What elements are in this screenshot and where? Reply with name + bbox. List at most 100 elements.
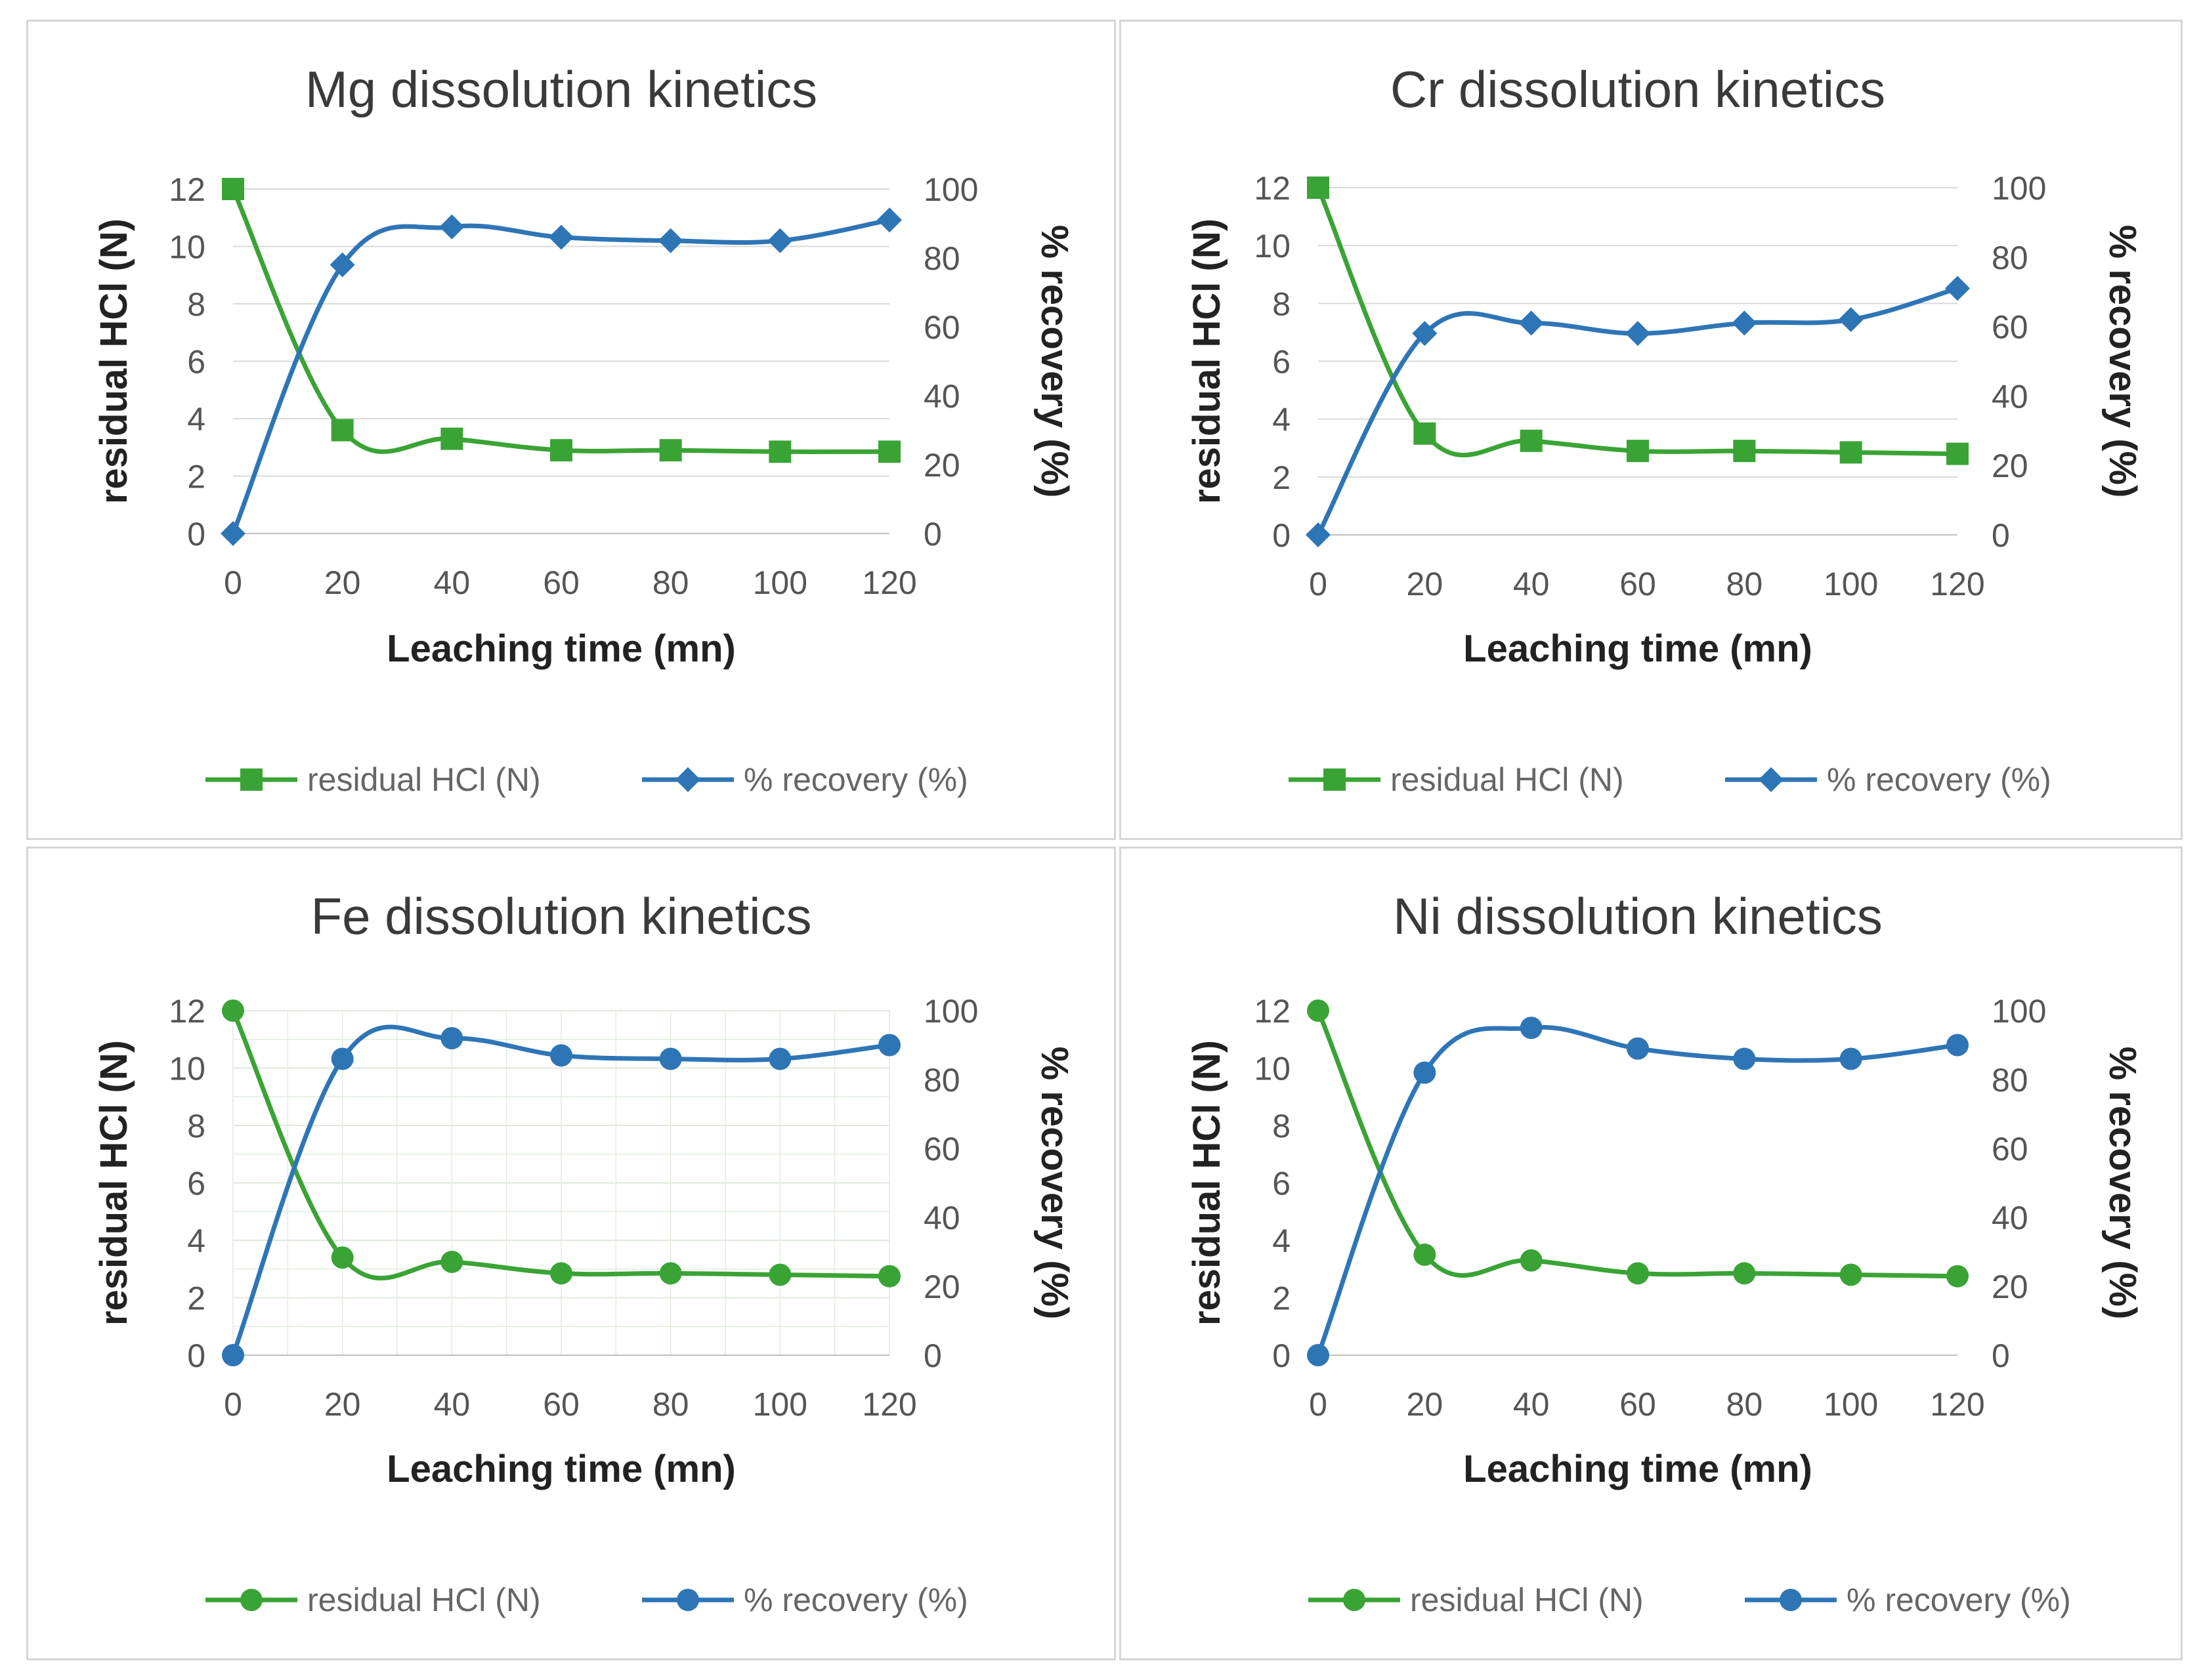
x-tick-label: 120 [862,1386,916,1423]
y-tick-label: 0 [187,516,205,553]
y2-tick-label: 0 [924,516,942,553]
series-line [230,1024,890,1356]
legend-marker [240,768,263,791]
y2-tick-label: 20 [1992,1269,2028,1305]
chart-panel-mg: Mg dissolution kinetics 0 20 40 60 80 100 120 0 2… [26,20,1116,840]
chart-panel-ni: Ni dissolution kinetics 0 20 40 60 80 100 120 0 2… [1119,847,2183,1660]
y2-tick-label: 100 [1992,170,2046,207]
x-tick-label: 60 [543,1386,580,1423]
chart-title: Cr dissolution kinetics [1390,60,1885,118]
y-tick-label: 2 [187,1280,205,1317]
x-tick-label: 40 [434,564,471,601]
data-point [1627,1037,1649,1060]
data-point [1839,1047,1862,1070]
x-tick-label: 20 [324,564,361,601]
gridlines [1318,187,1957,536]
data-point [1946,1034,1969,1057]
y-axis-title: residual HCl (N) [93,1040,135,1326]
y-tick-label: 8 [187,1108,205,1144]
data-point [1518,310,1544,336]
data-point [1413,1061,1436,1084]
y2-tick-label: 100 [1992,993,2046,1030]
y-tick-label: 8 [187,286,205,323]
x-tick-label: 120 [862,564,916,601]
x-axis-title: Leaching time (mn) [387,1448,736,1490]
data-point [659,1047,682,1070]
data-point [331,1047,354,1070]
data-point [1733,1047,1756,1070]
x-tick-label: 0 [224,564,242,601]
data-point [550,1044,572,1067]
y2-tick-label: 0 [1992,1337,2010,1374]
data-point [1520,429,1543,452]
x-tick-label: 0 [1309,566,1327,602]
legend-marker [1759,767,1784,792]
y2-tick-label: 60 [924,309,960,346]
y2-tick-label: 60 [1992,1131,2028,1167]
y2-tick-label: 40 [924,378,960,415]
series-recovery [1306,276,1970,547]
data-point [222,178,244,200]
data-point [1625,321,1650,346]
data-point [1732,310,1757,336]
y-tick-label: 10 [169,1051,205,1087]
legend-marker [675,767,700,792]
y2-axis-title: % recovery (%) [1033,225,1076,498]
x-tick-label: 40 [1513,566,1550,602]
legend-marker [1343,1589,1365,1611]
y2-tick-label: 80 [1992,1062,2028,1099]
y-tick-label: 12 [1254,170,1291,207]
y-tick-label: 6 [1272,1166,1291,1202]
x-tick-label: 120 [1930,1386,1984,1423]
data-point [1307,177,1329,199]
data-point [767,228,793,253]
x-axis-title: Leaching time (mn) [1463,1448,1812,1490]
data-point [659,1262,682,1285]
data-point [1520,1017,1543,1040]
x-axis-title: Leaching time (mn) [1463,627,1812,670]
legend: residual HCl (N) % recovery (%) [1308,1582,2071,1618]
x-tick-label: 80 [1726,1386,1763,1423]
legend-label: % recovery (%) [1827,761,2051,798]
x-tick-label: 80 [652,1386,689,1423]
data-point [877,207,902,233]
data-point [769,1263,792,1286]
y-tick-label: 10 [169,229,205,266]
legend: residual HCl (N) % recovery (%) [205,761,968,798]
data-point [1307,999,1329,1022]
chart-panel-cr: Cr dissolution kinetics 0 20 40 60 80 100 120 0 2… [1119,20,2183,840]
legend-marker [1780,1589,1802,1611]
data-point [1839,1263,1862,1286]
data-point [1733,440,1756,463]
y2-tick-label: 60 [1992,309,2028,346]
chart-title: Fe dissolution kinetics [310,887,811,945]
y-tick-label: 10 [1254,228,1291,264]
y-tick-label: 2 [1272,459,1291,496]
y-tick-label: 6 [1272,344,1291,381]
y-tick-label: 8 [1272,1108,1291,1144]
y2-tick-label: 100 [924,993,978,1030]
data-point [1627,440,1649,463]
x-tick-label: 20 [1407,1386,1443,1423]
data-point [769,440,792,463]
chart-title: Mg dissolution kinetics [305,60,817,118]
y-tick-label: 2 [1272,1280,1291,1317]
data-point [878,1265,901,1288]
series-recovery [221,207,902,546]
x-tick-label: 120 [1930,566,1984,602]
data-point [1945,276,1970,301]
y2-tick-label: 0 [924,1337,942,1374]
x-tick-label: 0 [1309,1386,1327,1423]
y-tick-label: 12 [169,993,205,1030]
x-tick-label: 20 [324,1386,361,1423]
legend-marker [677,1589,699,1611]
data-point [1946,1265,1969,1288]
x-tick-label: 80 [652,564,689,601]
series-line [1315,1024,1958,1356]
x-tick-label: 40 [1513,1386,1550,1423]
data-point [1307,1344,1329,1366]
y-tick-label: 10 [1254,1051,1291,1087]
